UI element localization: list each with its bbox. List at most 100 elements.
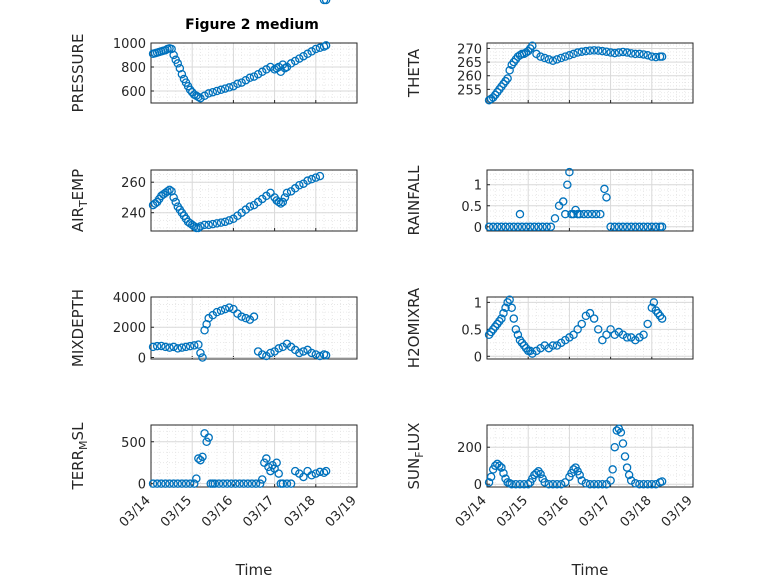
data-point (299, 347, 308, 356)
data-point (602, 193, 611, 202)
data-point (295, 180, 304, 190)
series-markers (484, 41, 667, 105)
x-tick-label: 03/19 (659, 493, 696, 530)
data-point (286, 479, 296, 488)
data-point (169, 193, 178, 202)
data-point (591, 209, 601, 219)
data-point (200, 91, 209, 101)
data-point (499, 308, 508, 318)
data-point (311, 44, 321, 54)
data-point (620, 452, 630, 461)
data-point (245, 202, 255, 211)
plot-area (151, 425, 357, 487)
figure-title: Figure 2 medium (185, 17, 319, 33)
data-point (526, 222, 535, 232)
data-point (598, 46, 607, 56)
data-point (626, 222, 636, 232)
data-point (173, 344, 183, 353)
data-point (204, 220, 213, 230)
x-tick-label: 03/19 (323, 493, 360, 530)
data-point (266, 466, 275, 476)
data-point (495, 461, 504, 470)
data-point (315, 467, 325, 477)
data-point (657, 314, 667, 323)
data-point (163, 187, 172, 196)
data-point (220, 304, 230, 314)
data-point (194, 454, 203, 463)
data-point (536, 469, 545, 479)
data-point (651, 52, 661, 62)
data-point (561, 478, 570, 487)
x-tick-label: 03/14 (117, 493, 154, 530)
data-point (177, 479, 187, 488)
data-point (513, 222, 523, 232)
data-point (569, 49, 578, 59)
series-markers (484, 424, 667, 489)
series-markers (148, 0, 331, 233)
data-point (181, 479, 191, 488)
y-axis-label: RAINFALL (405, 165, 423, 236)
data-point (253, 69, 263, 79)
data-point (598, 479, 607, 489)
data-point (185, 341, 195, 351)
data-point (493, 222, 502, 232)
data-point (509, 314, 519, 323)
data-point (274, 344, 283, 353)
data-point (523, 479, 533, 489)
data-point (311, 173, 321, 182)
data-point (579, 209, 589, 219)
data-point (295, 54, 304, 63)
y-tick-label: 0.5 (461, 323, 482, 338)
data-point (565, 167, 574, 177)
data-point (558, 197, 568, 206)
data-point (262, 454, 271, 463)
data-point (593, 325, 603, 334)
axes-box (486, 424, 694, 488)
data-point (521, 222, 531, 232)
subplot-sun-flux: 03/14 03/15 03/16 03/17 03/18 03/19 0 200 SUNFLU… (405, 423, 696, 579)
data-point (610, 48, 619, 58)
data-point (515, 209, 525, 219)
y-tick-label: 0.5 (461, 200, 482, 215)
y-tick-label: 265 (457, 56, 482, 71)
data-point (307, 471, 316, 480)
data-point (290, 466, 300, 476)
data-point (602, 330, 611, 339)
data-point (528, 41, 537, 50)
data-point (194, 340, 203, 349)
axes-box (150, 169, 358, 232)
data-point (643, 479, 652, 489)
data-point (257, 475, 267, 484)
data-point (208, 219, 218, 229)
data-point (278, 479, 288, 488)
data-point (598, 335, 607, 345)
data-point (573, 48, 582, 57)
data-point (643, 51, 652, 60)
x-tick-label: 03/18 (618, 493, 655, 530)
y-tick-label: 255 (457, 83, 482, 98)
data-point (585, 479, 595, 489)
data-point (569, 330, 578, 339)
data-point (225, 303, 234, 312)
data-point (505, 66, 514, 75)
data-point (608, 465, 617, 474)
data-point (647, 222, 657, 232)
y-tick-label: 0 (474, 478, 482, 493)
axes-box (486, 42, 694, 104)
data-point (220, 84, 230, 93)
data-point (624, 470, 634, 480)
data-point (548, 479, 558, 489)
data-point (501, 222, 510, 232)
data-point (299, 472, 308, 482)
data-point (622, 48, 632, 57)
data-point (635, 479, 644, 489)
data-point (190, 479, 199, 488)
data-point (295, 348, 304, 358)
data-point (262, 65, 271, 74)
x-tick-label: 03/17 (240, 493, 277, 530)
series-markers (484, 167, 667, 232)
data-point (245, 73, 255, 83)
data-point (270, 464, 279, 473)
data-point (548, 56, 558, 65)
subplot-air-temp: 240 260 AIRTEMP (69, 0, 358, 233)
